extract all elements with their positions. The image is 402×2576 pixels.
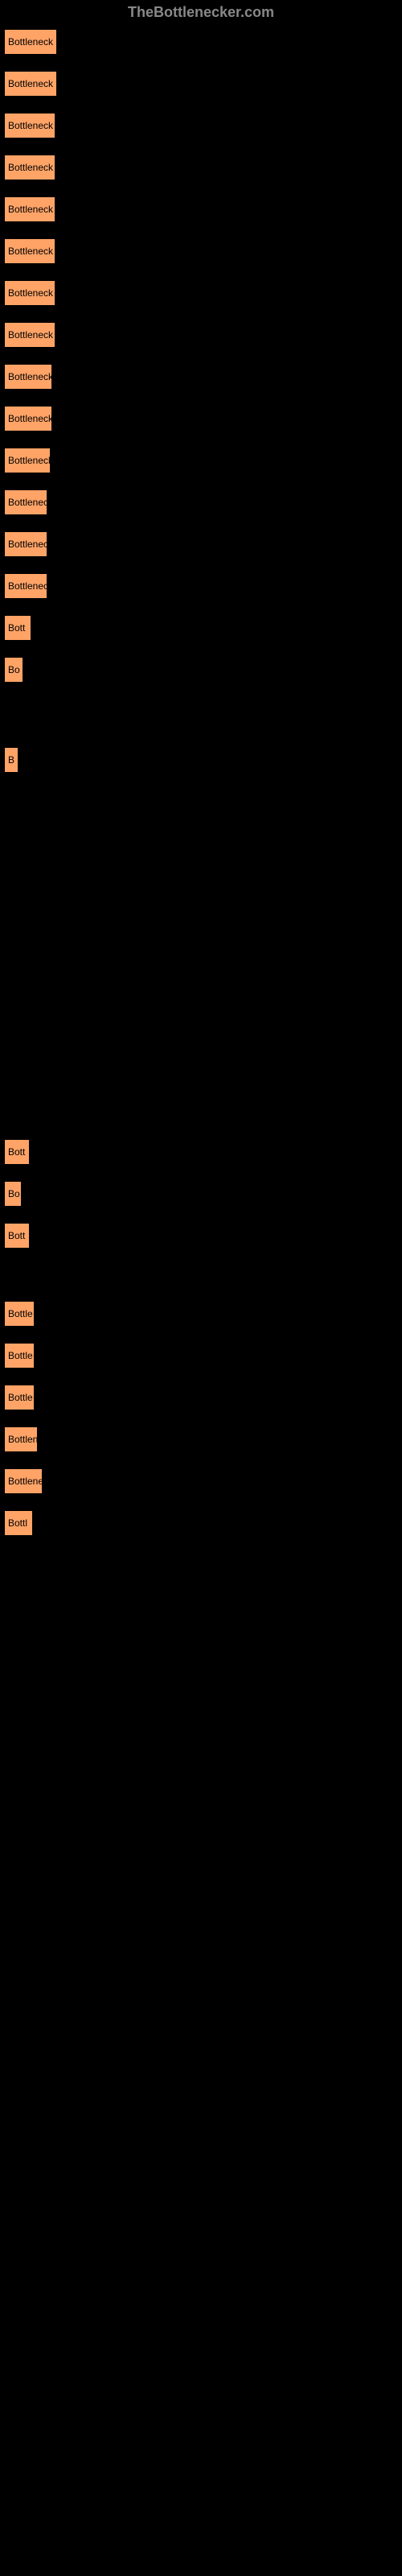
bottleneck-button[interactable]: Bottleneck — [4, 406, 52, 431]
bottleneck-button[interactable]: Bott — [4, 1139, 30, 1165]
bottleneck-button[interactable]: Bottleneck r — [4, 155, 55, 180]
bottleneck-button[interactable]: Bottleneck r — [4, 238, 55, 264]
bottleneck-button[interactable]: Bottl — [4, 1510, 33, 1536]
bottleneck-button[interactable]: Bottleneck r — [4, 196, 55, 222]
bottleneck-button[interactable]: Bottleneck r — [4, 113, 55, 138]
bottleneck-button[interactable]: Bottleneck r — [4, 322, 55, 348]
bottleneck-button[interactable]: B — [4, 747, 18, 773]
button-list: Bottleneck re Bottleneck re Bottleneck r Bo… — [0, 25, 402, 1556]
bottleneck-button[interactable]: Bottleneck — [4, 448, 51, 473]
bottleneck-button[interactable]: Bottleneck re — [4, 29, 57, 55]
bottleneck-button[interactable]: Bottlenec — [4, 489, 47, 515]
bottleneck-button[interactable]: Bottleneck — [4, 364, 52, 390]
bottleneck-button[interactable]: Bottlenec — [4, 531, 47, 557]
bottleneck-button[interactable]: Bottle — [4, 1343, 35, 1368]
bottleneck-button[interactable]: Bottlenec — [4, 573, 47, 599]
bottleneck-button[interactable]: Bottlene — [4, 1468, 43, 1494]
bottleneck-button[interactable]: Bott — [4, 1223, 30, 1249]
bottleneck-button[interactable]: Bottleneck r — [4, 280, 55, 306]
bottleneck-button[interactable]: Bo — [4, 1181, 22, 1207]
bottleneck-button[interactable]: Bo — [4, 657, 23, 683]
bottleneck-button[interactable]: Bott — [4, 615, 31, 641]
bottleneck-button[interactable]: Bottleneck re — [4, 71, 57, 97]
site-header: TheBottlenecker.com — [0, 0, 402, 25]
bottleneck-button[interactable]: Bottlen — [4, 1426, 38, 1452]
bottleneck-button[interactable]: Bottle — [4, 1301, 35, 1327]
bottleneck-button[interactable]: Bottle — [4, 1385, 35, 1410]
